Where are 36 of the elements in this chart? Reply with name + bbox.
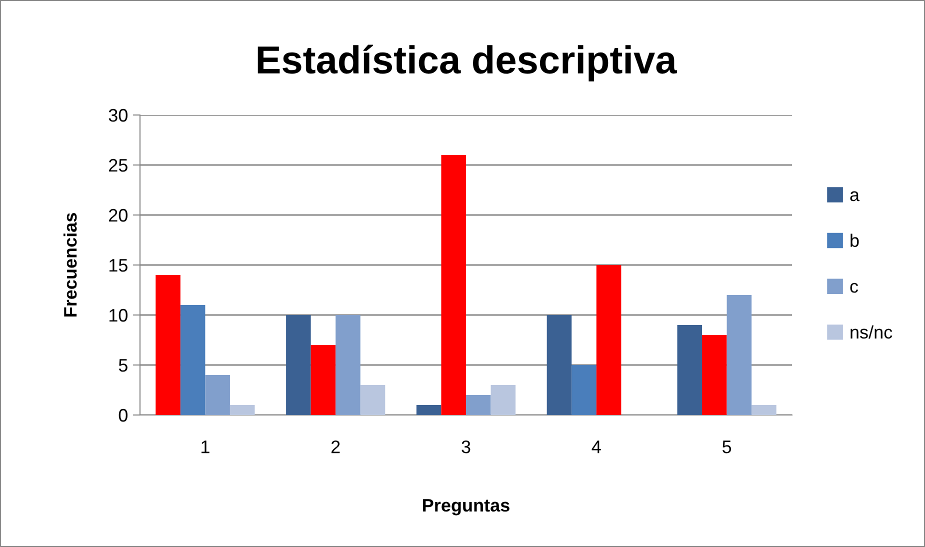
- y-tick-label: 0: [118, 408, 128, 422]
- bar: [180, 305, 206, 415]
- bar: [286, 315, 311, 415]
- bar: [677, 325, 702, 415]
- x-tick-label: 1: [202, 440, 210, 454]
- x-tick-label: 5: [722, 440, 732, 454]
- y-tick-label: 25: [109, 158, 128, 172]
- bar: [416, 405, 442, 415]
- bar: [752, 405, 776, 415]
- legend-label: a: [850, 191, 860, 202]
- bar: [230, 405, 255, 415]
- bar: [205, 375, 230, 415]
- y-axis-title: Frecuencias: [64, 213, 77, 316]
- y-tick-label: 30: [108, 108, 128, 122]
- legend-label: ns/nc: [850, 325, 892, 339]
- bar: [360, 385, 386, 415]
- bar: [336, 315, 360, 415]
- bar: [466, 395, 491, 415]
- x-axis-title: Preguntas: [423, 499, 510, 516]
- y-tick-label: 20: [109, 208, 128, 222]
- legend-label: b: [850, 234, 859, 247]
- chart-title: Estadística descriptiva: [258, 44, 678, 82]
- bar: [546, 315, 572, 415]
- x-tick-label: 3: [462, 440, 470, 454]
- bar: [572, 365, 596, 415]
- x-tick-label: 4: [592, 440, 601, 454]
- y-tick-label: 15: [109, 259, 128, 272]
- legend-label: c: [850, 282, 858, 293]
- y-tick-label: 10: [109, 308, 128, 322]
- y-tick-label: 5: [118, 359, 128, 372]
- bar: [726, 295, 752, 415]
- bar: [441, 155, 466, 415]
- bar: [490, 385, 516, 415]
- x-tick-label: 2: [331, 440, 340, 454]
- bar: [702, 335, 727, 415]
- bar: [310, 345, 336, 415]
